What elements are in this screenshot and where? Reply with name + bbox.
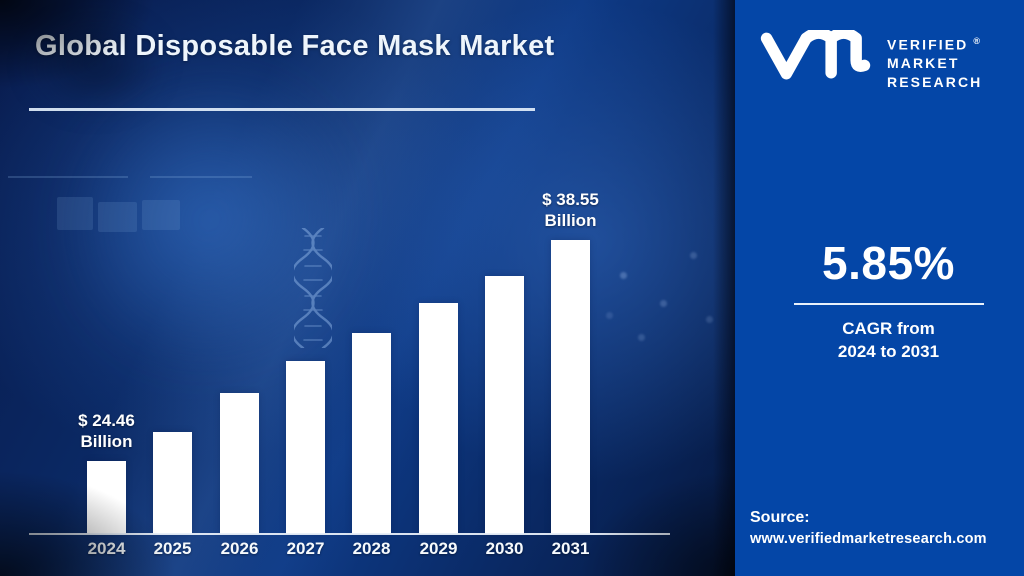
bar-chart: 2024 2025 2026 2027 2028 2029 2030 2031 $ 24.46 B… — [78, 190, 599, 558]
bar-2024 — [87, 461, 126, 534]
brand-panel: VERIFIED ® MARKET RESEARCH 5.85% CAGR fro… — [735, 0, 1024, 576]
x-tick-label-2024: 2024 — [87, 539, 126, 558]
cagr-value: 5.85% — [822, 237, 955, 289]
source: Source: www.verifiedmarketresearch.com — [750, 507, 987, 549]
value-label-2024: $ 24.46 Billion — [78, 411, 135, 451]
x-tick-label-2025: 2025 — [153, 539, 192, 558]
cagr-rule-decoration — [793, 303, 984, 305]
registered-mark: ® — [973, 36, 981, 46]
brand-name-line3: RESEARCH — [887, 73, 983, 90]
brand-name: VERIFIED ® MARKET RESEARCH — [887, 32, 982, 91]
bar-2030 — [485, 276, 524, 534]
value-label-2031: $ 38.55 Billion — [542, 190, 599, 230]
bar-2026 — [220, 393, 259, 534]
brand-name-line1: VERIFIED ® — [887, 36, 981, 53]
x-tick-label-2030: 2030 — [485, 539, 524, 558]
cagr-caption: CAGR from 2024 to 2031 — [837, 319, 940, 361]
vm-monogram-icon — [760, 30, 871, 80]
x-tick-label-2027: 2027 — [286, 539, 325, 558]
bar-2028 — [352, 333, 391, 534]
brand-name-line2: MARKET — [887, 55, 960, 72]
x-tick-label-2029: 2029 — [419, 539, 458, 558]
bar-2029 — [419, 303, 458, 534]
bar-2031 — [551, 240, 590, 534]
chart-area: Global Disposable Face Mask Market 2024 2… — [0, 0, 735, 576]
x-tick-label-2031: 2031 — [551, 539, 590, 558]
brand-logo: VERIFIED ® MARKET RESEARCH — [751, 30, 982, 91]
source-label: Source: — [750, 509, 810, 526]
cagr-stat: 5.85% CAGR from 2024 to 2031 — [735, 236, 1024, 363]
bar-2027 — [286, 361, 325, 534]
source-url: www.verifiedmarketresearch.com — [750, 531, 987, 547]
x-tick-label-2028: 2028 — [352, 539, 391, 558]
x-tick-label-2026: 2026 — [220, 539, 259, 558]
x-axis-line — [29, 533, 670, 535]
